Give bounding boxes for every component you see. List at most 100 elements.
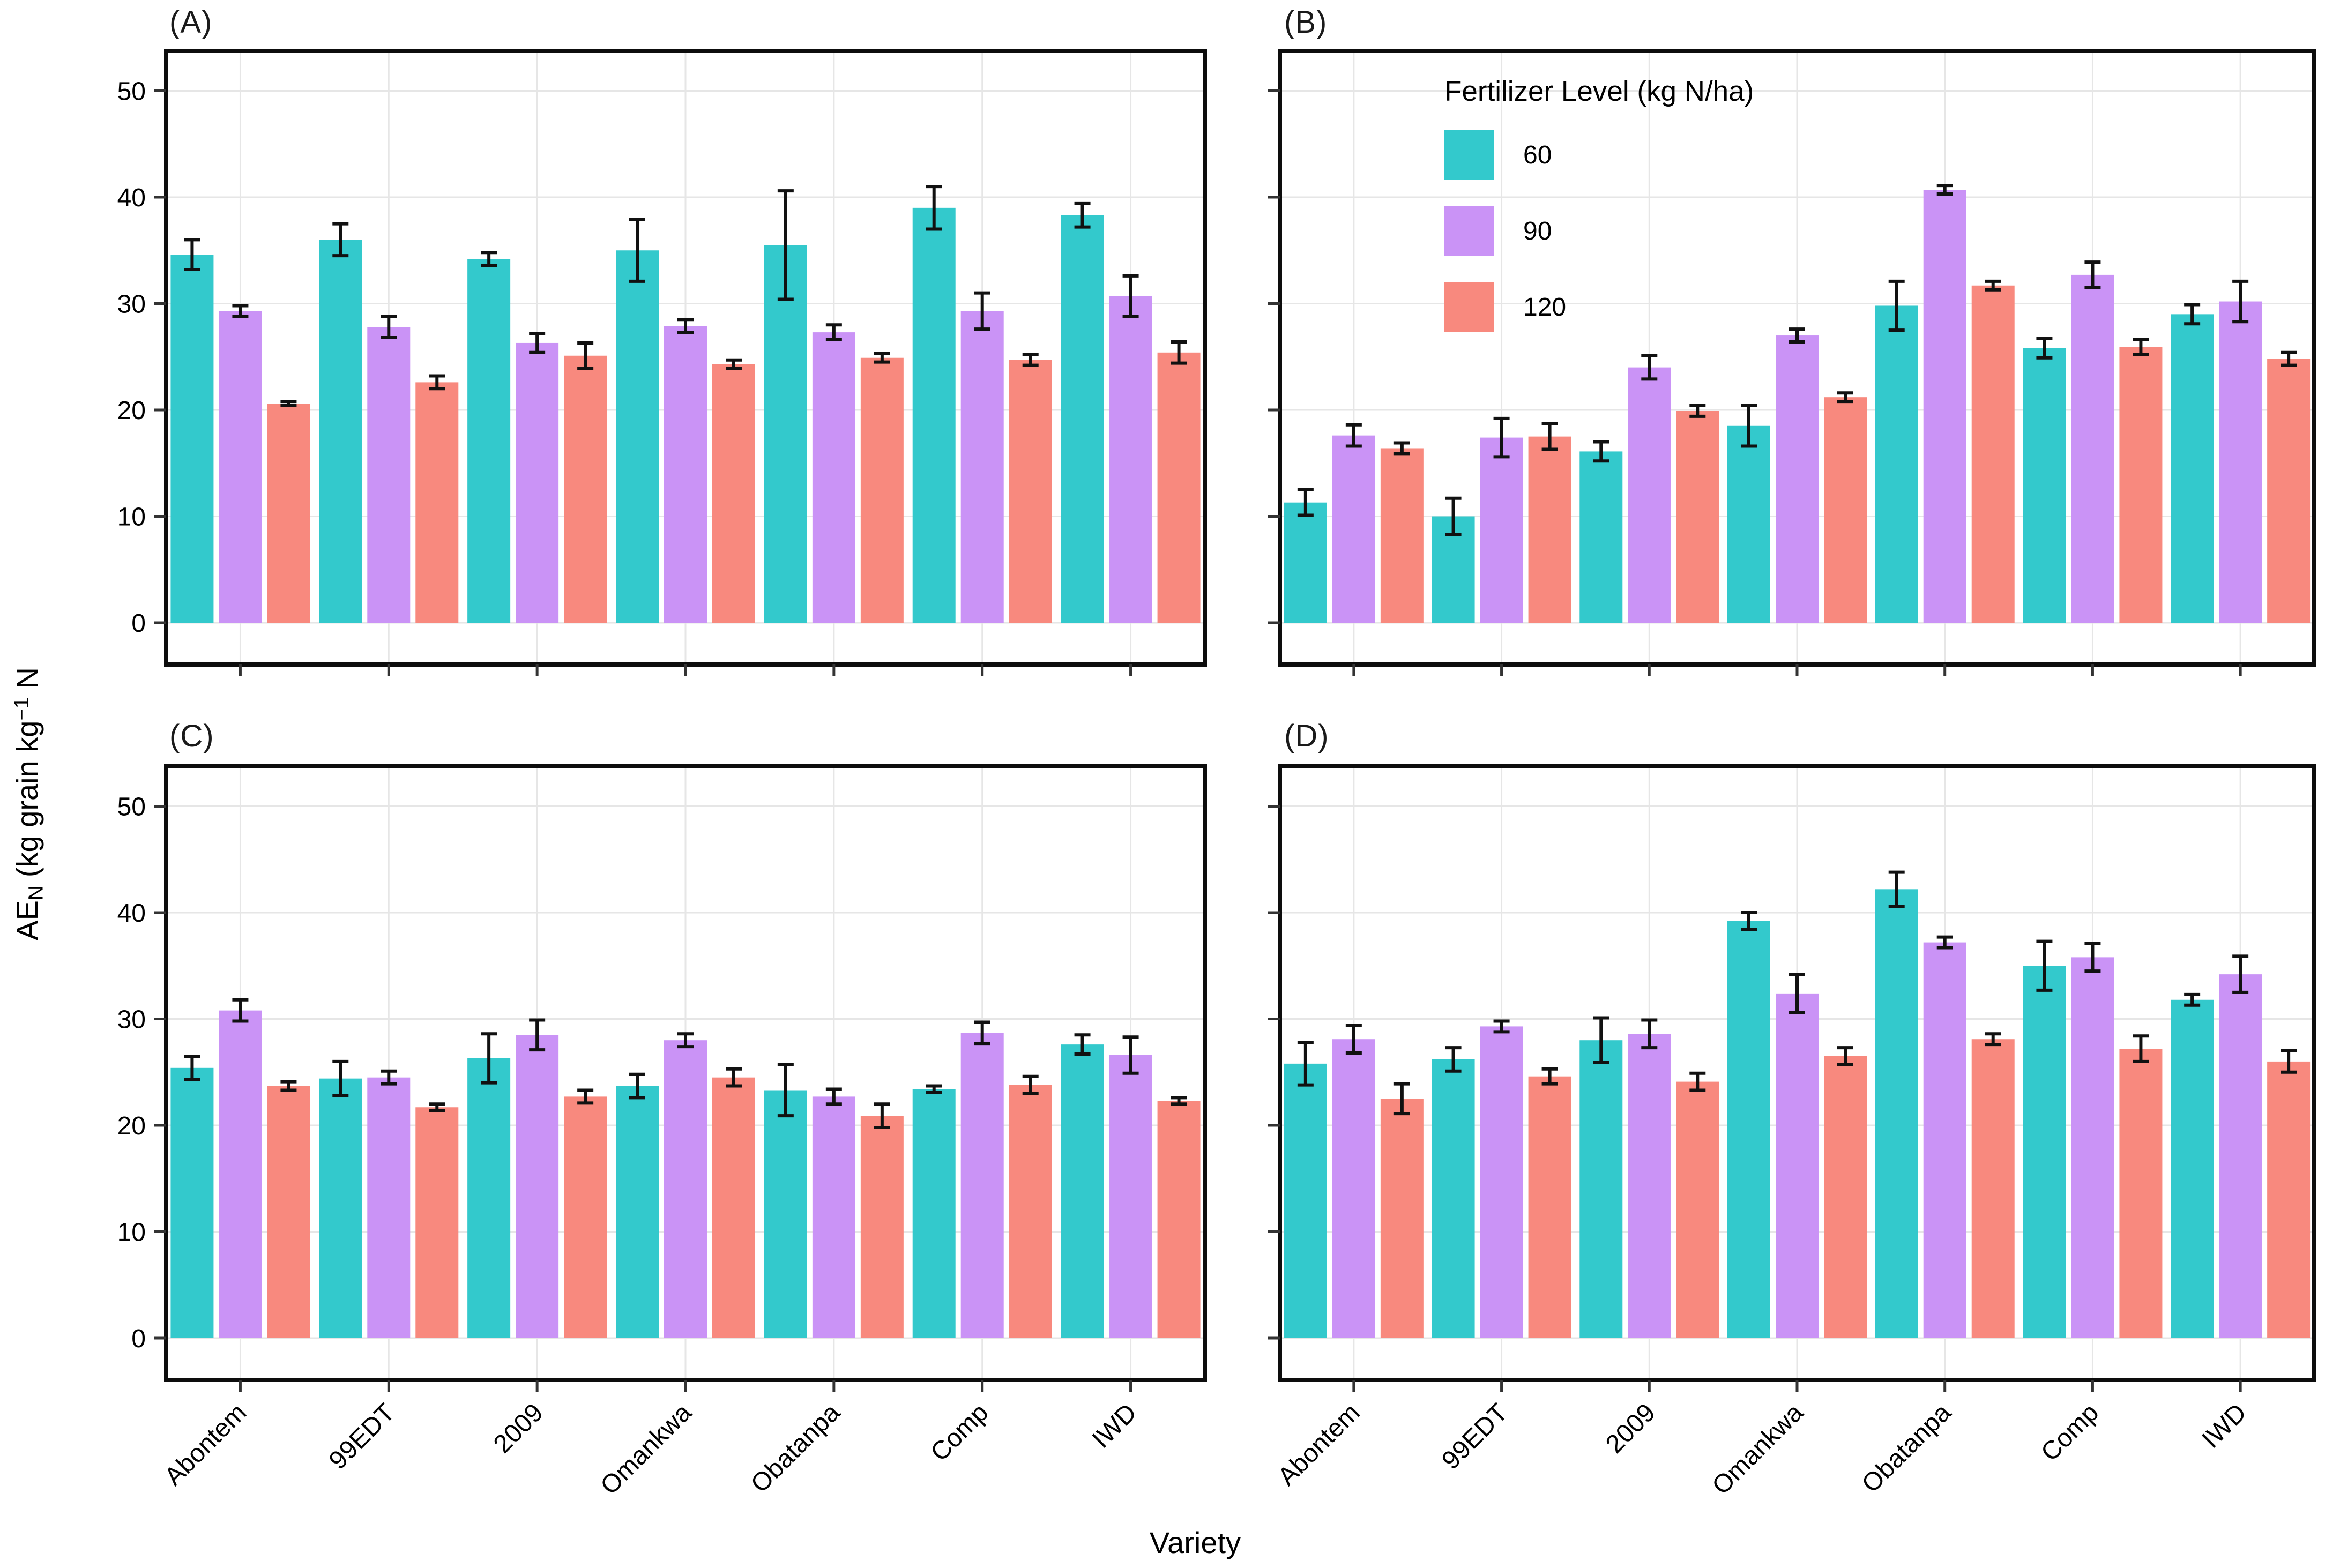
y-tick-label: 30: [117, 290, 146, 319]
bar-IWD-90: [2219, 974, 2262, 1338]
y-tick-label: 10: [117, 1219, 146, 1247]
legend-items: 60 90 120: [1444, 130, 1754, 332]
legend-item-60: 60: [1444, 130, 1754, 180]
bar-2009-90: [516, 1035, 559, 1338]
bar-Obatanpa-120: [860, 1116, 904, 1338]
bar-99EDT-90: [367, 327, 411, 623]
bar-Abontem-60: [1284, 1063, 1327, 1338]
x-tick-label-2009: 2009: [1600, 1398, 1661, 1459]
bar-Abontem-60: [1284, 502, 1327, 623]
y-tick-label: 50: [117, 78, 146, 106]
x-tick-label-99EDT: 99EDT: [1436, 1398, 1513, 1475]
bar-99EDT-120: [415, 382, 459, 623]
bar-Omankwa-120: [712, 364, 755, 623]
x-tick-label-Abontem: Abontem: [159, 1398, 252, 1491]
x-tick-label-Omankwa: Omankwa: [595, 1398, 697, 1500]
bar-Comp-120: [2119, 1049, 2163, 1338]
x-axis-title: Variety: [1149, 1526, 1241, 1559]
bar-Obatanpa-90: [812, 1096, 855, 1338]
bar-2009-90: [1628, 1034, 1671, 1338]
bar-Abontem-90: [219, 1010, 262, 1338]
x-tick-label-Omankwa: Omankwa: [1707, 1398, 1809, 1500]
bar-Abontem-120: [1380, 448, 1424, 623]
x-tick-label-Abontem: Abontem: [1272, 1398, 1365, 1491]
bar-Obatanpa-60: [1875, 305, 1918, 623]
y-tick-label: 20: [117, 397, 146, 425]
bar-Abontem-60: [170, 1067, 214, 1338]
bar-Comp-90: [960, 1033, 1004, 1338]
bar-IWD-60: [1061, 215, 1104, 623]
y-tick-label: 20: [117, 1112, 146, 1140]
bar-2009-60: [1579, 451, 1623, 623]
legend-label-60: 60: [1523, 140, 1552, 169]
x-tick-label-Comp: Comp: [2036, 1398, 2104, 1467]
bar-IWD-60: [1061, 1044, 1104, 1338]
bar-Omankwa-60: [616, 1086, 659, 1338]
x-tick-label-Obatanpa: Obatanpa: [1857, 1398, 1957, 1498]
bar-Obatanpa-60: [764, 245, 807, 623]
bar-Omankwa-90: [664, 326, 707, 623]
x-tick-label-Comp: Comp: [925, 1398, 994, 1467]
bar-2009-90: [516, 342, 559, 623]
bar-IWD-120: [1157, 1101, 1201, 1338]
bar-Obatanpa-90: [812, 332, 855, 623]
x-tick-label-99EDT: 99EDT: [324, 1398, 400, 1475]
bar-2009-60: [467, 1058, 511, 1338]
y-axis-title: AEN (kg grain kg−1 N: [10, 667, 48, 940]
panel-D: Abontem 99EDT 2009 Omankwa Obatanpa Comp IWD: [1268, 764, 2316, 1500]
bar-99EDT-90: [367, 1077, 411, 1338]
bar-Obatanpa-60: [1875, 889, 1918, 1338]
bar-Obatanpa-120: [1971, 285, 2015, 623]
bar-IWD-60: [2171, 314, 2214, 623]
bar-2009-120: [1676, 410, 1719, 623]
bar-99EDT-60: [1432, 1059, 1475, 1338]
bar-IWD-120: [2267, 359, 2311, 623]
bar-Abontem-120: [1380, 1099, 1424, 1338]
panel-label-d: (D): [1284, 719, 1329, 753]
y-tick-label: 40: [117, 184, 146, 212]
x-tick-label-IWD: IWD: [2196, 1398, 2252, 1453]
bar-Omankwa-120: [1824, 397, 1867, 623]
panel-label-a: (A): [169, 5, 213, 40]
y-tick-label: 50: [117, 793, 146, 822]
legend: Fertilizer Level (kg N/ha) 60 90 120: [1444, 75, 1754, 359]
y-tick-label: 0: [131, 1325, 146, 1353]
panel-A: 0 10 20 30 40 50: [117, 49, 1207, 676]
bar-Abontem-120: [267, 404, 310, 623]
bar-99EDT-60: [319, 1078, 362, 1338]
panel-C: 0 10 20 30 40 50 Abontem 99EDT 2009 Omankwa Obatan…: [117, 764, 1207, 1500]
bar-Omankwa-60: [1727, 921, 1770, 1338]
panel-B: [1268, 49, 2316, 676]
y-tick-label: 40: [117, 899, 146, 928]
bar-Comp-90: [960, 311, 1004, 623]
bar-IWD-90: [2219, 301, 2262, 623]
x-tick-label-IWD: IWD: [1087, 1398, 1142, 1453]
panel-label-b: (B): [1284, 5, 1328, 40]
bar-Omankwa-120: [1824, 1056, 1867, 1338]
legend-label-120: 120: [1523, 293, 1567, 322]
bar-2009-90: [1628, 367, 1671, 623]
x-tick-label-Obatanpa: Obatanpa: [746, 1398, 846, 1498]
bar-Comp-60: [2023, 348, 2066, 623]
legend-item-120: 120: [1444, 282, 1754, 332]
bar-Omankwa-120: [712, 1077, 755, 1338]
y-tick-label: 30: [117, 1006, 146, 1034]
bar-Comp-120: [1009, 1085, 1052, 1338]
bar-Comp-90: [2071, 957, 2114, 1338]
bar-IWD-60: [2171, 999, 2214, 1338]
bar-Comp-60: [912, 1089, 956, 1338]
bar-99EDT-90: [1480, 1026, 1523, 1338]
legend-swatch-90-icon: [1444, 206, 1494, 256]
bar-99EDT-120: [1528, 1076, 1571, 1338]
legend-swatch-120-icon: [1444, 282, 1494, 332]
bar-2009-120: [1676, 1081, 1719, 1338]
bar-99EDT-120: [1528, 436, 1571, 623]
bar-2009-120: [564, 355, 607, 623]
bar-Obatanpa-120: [860, 357, 904, 623]
bar-Comp-90: [2071, 274, 2114, 623]
bar-Omankwa-60: [616, 250, 659, 623]
bar-99EDT-120: [415, 1107, 459, 1338]
bar-2009-120: [564, 1096, 607, 1338]
